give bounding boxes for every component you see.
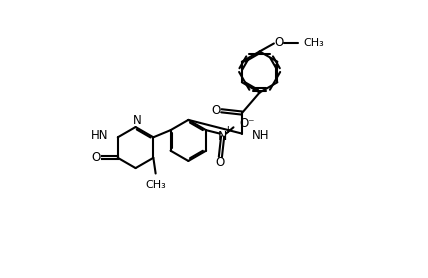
Text: O: O (216, 156, 225, 168)
Text: CH₃: CH₃ (146, 180, 166, 190)
Text: O: O (92, 151, 101, 164)
Text: O: O (211, 104, 220, 117)
Text: HN: HN (91, 128, 109, 142)
Text: O⁻: O⁻ (239, 116, 255, 130)
Text: N: N (133, 114, 141, 127)
Text: O: O (274, 36, 284, 49)
Text: N: N (218, 130, 227, 143)
Text: +: + (223, 125, 232, 135)
Text: NH: NH (252, 128, 270, 142)
Text: CH₃: CH₃ (304, 38, 324, 48)
